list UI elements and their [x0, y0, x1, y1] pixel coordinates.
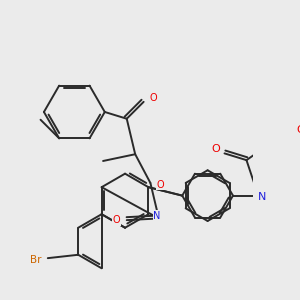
- Text: N: N: [153, 211, 161, 221]
- Text: O: O: [296, 125, 300, 135]
- Text: O: O: [113, 215, 120, 225]
- Text: O: O: [212, 144, 220, 154]
- Text: N: N: [257, 192, 266, 202]
- Text: O: O: [150, 94, 158, 103]
- Text: Br: Br: [30, 255, 42, 265]
- Text: O: O: [157, 180, 164, 190]
